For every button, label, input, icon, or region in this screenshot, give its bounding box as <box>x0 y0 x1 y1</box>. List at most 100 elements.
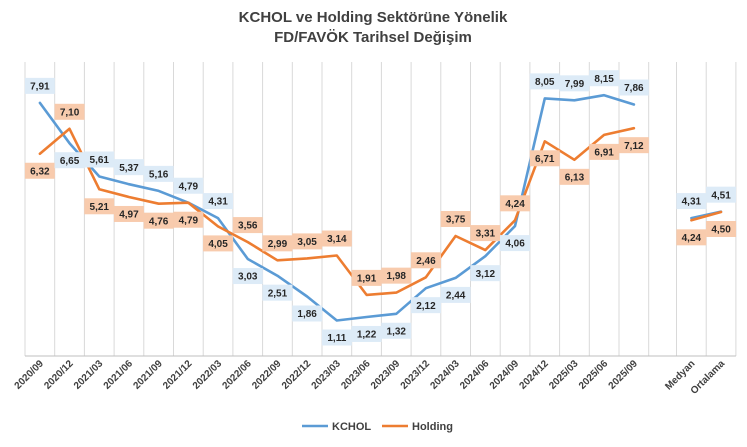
data-label-text: 7,12 <box>624 141 644 152</box>
data-label-box <box>440 211 471 227</box>
x-tick-label: 2025/03 <box>547 358 581 392</box>
data-label-box <box>676 229 707 246</box>
data-label-box <box>381 322 412 339</box>
data-label-text: 4,31 <box>682 197 702 208</box>
data-label-box <box>173 177 204 194</box>
data-label-box <box>143 212 174 229</box>
data-label: 4,24 <box>676 229 707 246</box>
data-label: 4,31 <box>676 193 707 210</box>
data-label-text: 2,46 <box>416 256 436 267</box>
data-label-text: 7,91 <box>30 81 50 92</box>
data-label-box <box>470 265 501 282</box>
data-label: 1,86 <box>292 305 323 322</box>
data-label-box <box>706 186 737 203</box>
legend-label: KCHOL <box>332 421 371 433</box>
data-label-text: 7,99 <box>565 79 585 90</box>
data-label: 4,31 <box>203 193 234 210</box>
x-tick-label: 2022/09 <box>250 358 284 392</box>
data-label: 2,46 <box>410 252 441 269</box>
data-label: 8,05 <box>529 73 560 90</box>
data-label: 3,56 <box>232 217 263 234</box>
data-label-text: 5,61 <box>90 155 110 166</box>
data-label: 3,75 <box>440 211 471 227</box>
data-label: 6,65 <box>54 152 85 169</box>
data-label-text: 4,06 <box>505 239 525 250</box>
x-tick-label: 2021/09 <box>131 358 165 392</box>
data-label: 2,99 <box>262 235 293 252</box>
data-label-box <box>529 150 560 167</box>
x-tick-label: 2024/06 <box>458 358 492 392</box>
data-label-text: 4,24 <box>505 199 525 210</box>
data-label-text: 3,31 <box>476 229 496 240</box>
x-tick-label: 2023/09 <box>369 358 403 392</box>
data-label-box <box>54 152 85 169</box>
data-label-box <box>113 159 144 176</box>
data-label-text: 4,05 <box>208 239 228 250</box>
data-label: 7,99 <box>559 75 590 92</box>
data-label: 1,11 <box>321 329 352 346</box>
data-label: 3,05 <box>292 233 323 250</box>
data-label-text: 4,97 <box>119 210 139 221</box>
data-label-text: 4,50 <box>711 225 731 236</box>
data-label-text: 8,05 <box>535 77 555 88</box>
data-label: 4,24 <box>500 195 531 212</box>
data-label-box <box>54 103 85 120</box>
data-label: 6,32 <box>24 162 55 179</box>
data-label: 6,71 <box>529 150 560 167</box>
data-label: 5,21 <box>84 198 115 215</box>
series-line-kchol <box>38 93 636 322</box>
data-label: 2,44 <box>440 286 471 303</box>
data-label-box <box>500 195 531 212</box>
data-label-text: 4,24 <box>682 233 702 244</box>
x-tick-label: 2023/06 <box>339 358 373 392</box>
data-label-text: 1,91 <box>357 273 377 284</box>
data-label-box <box>232 217 263 234</box>
data-label-box <box>262 284 293 301</box>
data-label: 2,12 <box>410 297 441 314</box>
data-label-box <box>676 193 707 210</box>
data-label-text: 4,31 <box>208 197 228 208</box>
data-label: 8,15 <box>589 70 620 87</box>
data-label: 5,16 <box>143 165 174 182</box>
data-label-text: 3,75 <box>446 215 466 226</box>
x-tick-label: 2022/06 <box>221 358 255 392</box>
data-label-text: 2,12 <box>416 301 436 312</box>
data-label-box <box>529 73 560 90</box>
data-label: 6,13 <box>559 168 590 185</box>
data-label-box <box>84 151 115 168</box>
data-label-box <box>232 268 263 285</box>
data-label: 3,14 <box>321 230 352 247</box>
data-label-box <box>410 252 441 269</box>
data-label-text: 2,99 <box>268 239 288 250</box>
x-tick-label: 2021/03 <box>72 358 106 392</box>
x-tick-label: 2022/03 <box>191 358 225 392</box>
x-tick-label: 2024/09 <box>488 358 522 392</box>
data-label-box <box>113 205 144 222</box>
x-tick-label: 2024/03 <box>428 358 462 392</box>
x-tick-label: 2020/12 <box>42 358 76 392</box>
data-label: 4,51 <box>706 186 737 203</box>
data-label-box <box>410 297 441 314</box>
data-label-text: 6,65 <box>60 156 80 167</box>
data-label: 4,97 <box>113 205 144 222</box>
data-label-box <box>262 235 293 252</box>
data-label-box <box>381 267 412 284</box>
data-label-box <box>706 221 737 237</box>
data-label-box <box>203 235 234 252</box>
data-label-text: 1,11 <box>327 333 346 344</box>
data-label-box <box>292 305 323 322</box>
data-label-text: 7,86 <box>624 83 644 94</box>
data-label-box <box>618 79 649 96</box>
data-label: 1,91 <box>351 269 382 286</box>
data-label-box <box>173 211 204 228</box>
summary-line-holding <box>690 210 723 222</box>
data-label-text: 4,76 <box>149 216 169 227</box>
data-label: 7,91 <box>24 77 55 94</box>
data-label-text: 6,71 <box>535 154 555 165</box>
data-label-box <box>24 77 55 94</box>
x-tick-label: 2022/12 <box>280 358 314 392</box>
data-label-text: 4,51 <box>711 190 731 201</box>
data-label-text: 5,21 <box>90 202 110 213</box>
x-tick-labels: 2020/092020/122021/032021/062021/092021/… <box>13 358 728 397</box>
data-label-text: 2,51 <box>268 288 288 299</box>
